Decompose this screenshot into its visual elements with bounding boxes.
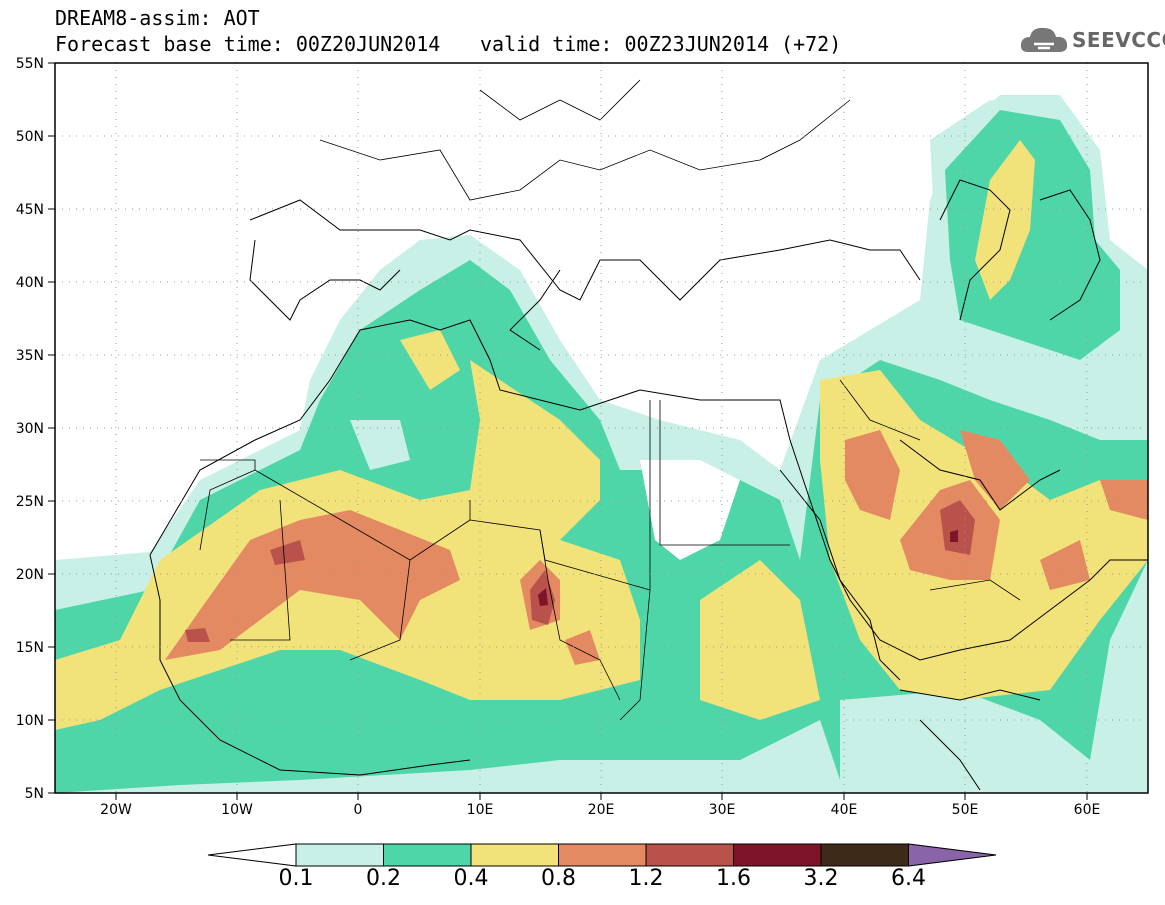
colorbar-label: 3.2 [803, 866, 839, 891]
logo-text: SEEVCCC [1072, 28, 1165, 52]
valid-time: valid time: 00Z23JUN2014 (+72) [480, 32, 842, 56]
aot-region-orange-3 [845, 430, 900, 520]
lat-label: 55N [16, 56, 44, 72]
aot-region-orange-5 [960, 430, 1030, 510]
colorbar-segment [820, 843, 909, 867]
lon-label: 30E [709, 802, 736, 818]
colorbar-label: 6.4 [891, 866, 926, 891]
colorbar-segment [733, 843, 822, 867]
lat-label: 15N [16, 640, 44, 656]
lat-label: 40N [16, 275, 44, 291]
lon-label: 0 [354, 802, 363, 818]
latitude-labels: 55N 50N 45N 40N 35N 30N 25N 20N 15N 10N … [16, 56, 44, 802]
lon-label: 10E [467, 802, 494, 818]
colorbar-label: 1.2 [628, 866, 664, 891]
aot-region-yellow-2 [700, 560, 820, 720]
aot-region-orange-6 [1040, 540, 1090, 590]
borders [199, 79, 1021, 721]
lat-label: 20N [16, 567, 44, 583]
coastlines [149, 179, 1148, 791]
aot-region-green-2 [945, 110, 1120, 360]
colorbar [207, 843, 997, 867]
lon-label: 60E [1074, 802, 1101, 818]
lon-label: 20E [588, 802, 615, 818]
lat-label: 10N [16, 713, 44, 729]
lat-label: 5N [25, 786, 44, 802]
aot-region-brown [270, 540, 305, 565]
aot-region-darkred [538, 588, 548, 606]
graticule [55, 63, 1148, 793]
lat-label: 25N [16, 494, 44, 510]
colorbar-high-triangle [908, 843, 997, 867]
colorbar-label: 0.8 [541, 866, 576, 891]
cloud-icon [1020, 27, 1068, 52]
aot-region-orange [165, 510, 460, 660]
colorbar-label: 0.2 [366, 866, 401, 891]
tick-marks [48, 62, 1088, 800]
colorbar-segment [558, 843, 647, 867]
forecast-base-time: Forecast base time: 00Z20JUN2014 [55, 32, 441, 56]
colorbar-low-triangle [207, 843, 297, 867]
lon-label: 20W [100, 802, 132, 818]
lat-label: 35N [16, 348, 44, 364]
lat-label: 30N [16, 421, 44, 437]
colorbar-segment [295, 843, 384, 867]
lon-label: 10W [221, 802, 253, 818]
colorbar-segment [470, 843, 559, 867]
colorbar-label: 0.1 [278, 866, 314, 891]
colorbar-segment [383, 843, 472, 867]
colorbar-label: 1.6 [716, 866, 751, 891]
lat-label: 45N [16, 202, 44, 218]
colorbar-label: 0.4 [453, 866, 489, 891]
map-title: DREAM8-assim: AOT [55, 6, 260, 30]
longitude-labels: 20W 10W 0 10E 20E 30E 40E 50E 60E [100, 802, 1100, 818]
lon-label: 50E [952, 802, 979, 818]
colorbar-segment [645, 843, 734, 867]
lon-label: 40E [831, 802, 858, 818]
lat-label: 50N [16, 129, 44, 145]
